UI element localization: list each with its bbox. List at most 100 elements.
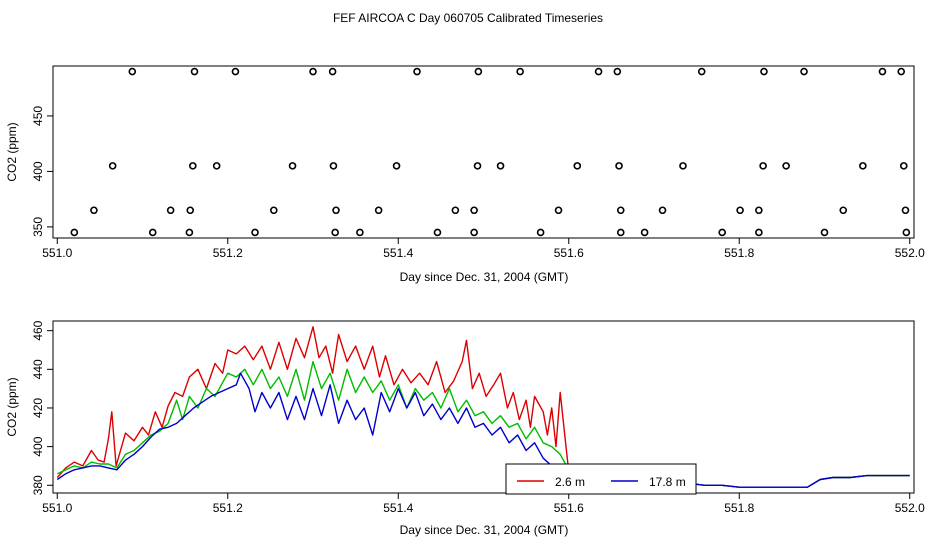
valve-marker [594, 67, 603, 76]
valve-marker [820, 228, 829, 237]
valve-marker [554, 206, 563, 215]
valve-marker [374, 206, 383, 215]
valve-marker [190, 67, 199, 76]
valve-marker [901, 206, 910, 215]
x-tick-label: 551.0 [42, 501, 72, 515]
y-tick-label: 400 [31, 436, 45, 456]
x-tick-label: 551.4 [383, 246, 413, 260]
valve-marker [332, 206, 340, 215]
valve-marker [658, 206, 667, 215]
valve-marker [760, 67, 768, 76]
valve-marker [736, 206, 744, 215]
valve-marker [516, 67, 524, 76]
x-tick-label: 551.6 [554, 501, 584, 515]
y-tick-label: 380 [31, 475, 45, 495]
panel-valve-timing: CO2 (ppm) Day since Dec. 31, 2004 (GMT) … [5, 65, 925, 284]
bottom-y-label: CO2 (ppm) [5, 377, 19, 436]
x-tick-label: 551.0 [42, 246, 72, 260]
valve-marker [70, 228, 79, 237]
legend-box [505, 463, 697, 495]
valve-marker [878, 67, 887, 76]
valve-marker [474, 67, 483, 76]
x-tick-label: 552.0 [895, 501, 925, 515]
valve-marker [470, 228, 478, 237]
valve-marker [718, 228, 726, 237]
valve-marker [328, 67, 337, 76]
valve-marker [902, 228, 911, 237]
top-x-ticks: 551.0 551.2 551.4 551.6 551.8 552.0 [42, 238, 925, 260]
valve-marker [496, 162, 505, 170]
valve-marker [616, 206, 625, 215]
bottom-x-label: Day since Dec. 31, 2004 (GMT) [400, 523, 569, 537]
valve-marker [186, 206, 195, 215]
chart-title: FEF AIRCOA C Day 060705 Calibrated Times… [333, 11, 603, 25]
x-tick-label: 551.2 [213, 501, 243, 515]
y-tick-label: 440 [31, 359, 45, 379]
valve-marker [697, 67, 706, 76]
valve-marker [128, 67, 137, 76]
valve-marker [679, 162, 687, 170]
legend: 2.6 m 17.8 m [505, 463, 697, 495]
bottom-series-lines [56, 326, 910, 488]
valve-marker [839, 206, 848, 215]
valve-marker [90, 206, 98, 215]
valve-marker [451, 206, 460, 215]
x-tick-label: 552.0 [895, 246, 925, 260]
plot-area-top [52, 65, 915, 239]
valve-marker [640, 228, 649, 237]
panel-co2-timeseries: CO2 (ppm) Day since Dec. 31, 2004 (GMT) … [5, 320, 925, 537]
valve-marker [231, 67, 240, 76]
valve-marker [755, 228, 763, 237]
valve-marker [473, 162, 482, 170]
valve-marker [329, 162, 338, 170]
legend-label-2-6m: 2.6 m [555, 475, 585, 489]
valve-marker [859, 162, 867, 170]
y-tick-label: 400 [31, 161, 45, 181]
valve-marker [309, 67, 317, 76]
valve-marker [470, 206, 478, 215]
valve-marker [573, 162, 582, 170]
legend-label-17-8m: 17.8 m [649, 475, 686, 489]
valve-marker [755, 206, 763, 215]
valve-marker [615, 162, 623, 170]
valve-marker [433, 228, 442, 237]
top-y-ticks: 350 400 450 [31, 106, 53, 237]
x-tick-label: 551.8 [724, 246, 754, 260]
valve-marker [189, 162, 197, 170]
series-line-red [56, 326, 910, 488]
valve-marker [899, 162, 908, 170]
valve-marker [269, 206, 278, 215]
valve-marker [413, 67, 421, 76]
valve-marker [166, 206, 175, 215]
x-tick-label: 551.6 [554, 246, 584, 260]
valve-marker [616, 228, 625, 237]
valve-marker [212, 162, 221, 170]
valve-marker [536, 228, 545, 237]
top-x-label: Day since Dec. 31, 2004 (GMT) [400, 270, 569, 284]
valve-marker [356, 228, 364, 237]
plot-area-bottom [52, 320, 915, 494]
valve-marker [392, 162, 401, 170]
valve-marker [782, 162, 790, 170]
y-tick-label: 450 [31, 106, 45, 126]
valve-marker [185, 228, 194, 237]
valve-marker [800, 67, 808, 76]
x-tick-label: 551.4 [383, 501, 413, 515]
y-tick-label: 420 [31, 398, 45, 418]
valve-marker [331, 228, 339, 237]
valve-marker [613, 67, 622, 76]
valve-marker [759, 162, 767, 170]
valve-marker [251, 228, 259, 237]
top-markers [70, 67, 911, 237]
valve-marker [897, 67, 906, 76]
valve-marker [148, 228, 157, 237]
y-tick-label: 460 [31, 320, 45, 340]
bottom-x-ticks: 551.0 551.2 551.4 551.6 551.8 552.0 [42, 493, 925, 515]
x-tick-label: 551.2 [213, 246, 243, 260]
y-tick-label: 350 [31, 217, 45, 237]
valve-marker [108, 162, 117, 170]
valve-marker [288, 162, 297, 170]
bottom-y-ticks: 380 400 420 440 460 [31, 320, 53, 495]
x-tick-label: 551.8 [724, 501, 754, 515]
